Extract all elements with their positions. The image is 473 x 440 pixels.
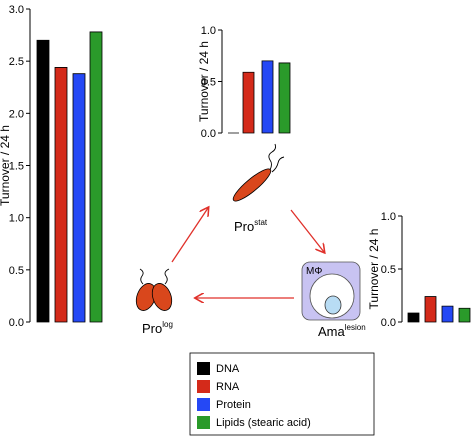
macrophage-label: MΦ xyxy=(306,266,322,277)
bar xyxy=(72,73,86,323)
bar xyxy=(424,296,437,323)
legend-swatch xyxy=(197,416,210,429)
bar xyxy=(441,305,454,323)
cycle-arrows xyxy=(171,208,324,298)
bar xyxy=(261,60,274,134)
stage-label: Prostat xyxy=(234,218,268,234)
promastigote-log xyxy=(135,268,173,311)
legend-label: DNA xyxy=(216,363,240,375)
y-tick-label: 0.0 xyxy=(201,128,216,140)
legend-label: RNA xyxy=(216,381,240,393)
y-tick-label: 0.5 xyxy=(201,77,216,89)
legend-label: Protein xyxy=(216,399,251,411)
bar xyxy=(89,31,103,323)
y-tick-label: 0.5 xyxy=(381,264,396,276)
y-tick-label: 0.0 xyxy=(381,317,396,329)
stage-sup: log xyxy=(162,320,173,329)
y-tick-label: 1.5 xyxy=(9,161,24,173)
legend-swatch xyxy=(197,362,210,375)
macrophage-cell xyxy=(301,261,361,321)
legend-swatch xyxy=(197,380,210,393)
legend-label: Lipids (stearic acid) xyxy=(216,417,311,429)
y-tick-label: 2.0 xyxy=(9,108,24,120)
stage-sup: stat xyxy=(254,218,268,227)
y-tick-label: 1.0 xyxy=(9,213,24,225)
bar xyxy=(36,39,50,323)
y-tick-label: 1.0 xyxy=(381,211,396,223)
bar xyxy=(242,71,255,134)
y-tick-label: 0.5 xyxy=(9,265,24,277)
stage-sup: lesion xyxy=(345,323,366,332)
y-tick-label: 0.0 xyxy=(9,317,24,329)
y-tick-label: 3.0 xyxy=(9,4,24,16)
promastigote-stat xyxy=(232,143,285,202)
stage-base: Pro xyxy=(142,321,162,336)
stage-label: Prolog xyxy=(142,320,173,336)
y-tick-label: 2.5 xyxy=(9,56,24,68)
stage-base: Ama xyxy=(318,324,346,339)
bar xyxy=(278,62,291,134)
bar xyxy=(407,312,420,323)
legend-box xyxy=(189,352,375,436)
stage-base: Pro xyxy=(234,219,254,234)
y-tick-label: 1.0 xyxy=(201,25,216,37)
legend-swatch xyxy=(197,398,210,411)
bar xyxy=(458,307,471,323)
bar xyxy=(54,67,68,323)
stage-label: Amalesion xyxy=(318,323,366,339)
y-axis-label: Turnover / 24 h xyxy=(0,125,12,206)
y-axis-label: Turnover / 24 h xyxy=(367,229,381,310)
y-axis-label: Turnover / 24 h xyxy=(197,41,211,122)
